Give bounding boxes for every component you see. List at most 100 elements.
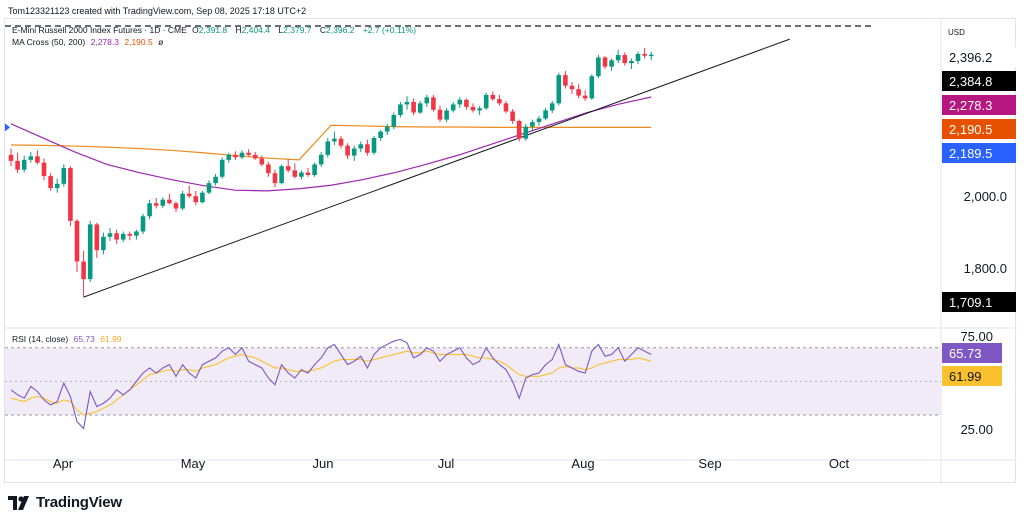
candle-body: [635, 53, 641, 61]
candle-body: [629, 61, 634, 64]
candle-body: [68, 167, 73, 221]
footer-brand: TradingView: [36, 494, 122, 511]
trendline: [83, 38, 790, 298]
candle-body: [411, 101, 416, 113]
x-tick-label: May: [181, 456, 206, 471]
candle-body: [536, 118, 542, 123]
candle-body: [516, 121, 522, 139]
rsi-tick-label: 75.00: [960, 329, 993, 344]
price-badge-label: 2,278.3: [949, 98, 992, 113]
candle-body: [200, 192, 205, 203]
candle-body: [444, 110, 449, 120]
candle-body: [378, 131, 383, 138]
price-badge: [942, 95, 1016, 115]
price-badge: [942, 47, 1016, 67]
candle-body: [351, 148, 357, 156]
candle-body: [365, 144, 370, 153]
candle-body: [642, 53, 647, 56]
chart-svg[interactable]: USD 2,000.0 1,800.0 2,396.2 2,384.8 2,278.3 2,…: [5, 19, 1017, 484]
ohlc-close: C2,396.2: [319, 25, 355, 35]
currency-label: USD: [948, 28, 965, 37]
candle-body: [160, 199, 166, 206]
candle-body: [332, 138, 337, 142]
ma50-value: 2,278.3: [90, 37, 119, 47]
ma-suffix: ø: [158, 37, 164, 47]
candle-body: [292, 170, 298, 177]
price-badge-label: 1,709.1: [949, 295, 992, 310]
candle-body: [556, 75, 562, 104]
candle-body: [107, 233, 113, 237]
candle-body: [134, 231, 139, 236]
candle-body: [549, 103, 555, 111]
rsi-badge: [942, 343, 1002, 363]
candle-body: [450, 104, 456, 111]
price-badge-label: 2,190.5: [949, 122, 992, 137]
candle-body: [431, 97, 436, 110]
rsi-line: [10, 338, 652, 430]
ma-label: MA Cross (50, 200): [12, 37, 86, 47]
candle-body: [48, 176, 53, 189]
candle-body: [213, 176, 218, 184]
x-tick-label: Jul: [438, 456, 455, 471]
candle-body: [299, 172, 304, 177]
candle-body: [239, 152, 245, 158]
candle-body: [81, 261, 86, 280]
price-tick-label: 1,800.0: [964, 261, 1007, 276]
rsi-badge: [942, 366, 1002, 386]
candle-body: [404, 101, 410, 105]
candle-body: [424, 97, 430, 104]
candle-body: [338, 138, 344, 146]
candle-body: [266, 164, 271, 174]
candle-body: [490, 94, 496, 100]
candle-body: [252, 154, 258, 159]
candle-body: [41, 162, 47, 177]
candle-body: [596, 57, 601, 77]
chart-frame: USD 2,000.0 1,800.0 2,396.2 2,384.8 2,278.3 2,…: [4, 18, 1017, 484]
candle-body: [167, 199, 172, 204]
candle-body: [285, 166, 291, 171]
ohlc-open: O2,391.8: [192, 25, 228, 35]
x-tick-label: Aug: [571, 456, 594, 471]
candle-body: [457, 99, 463, 105]
price-badge: [942, 292, 1016, 312]
ohlc-high: H2,404.4: [235, 25, 271, 35]
ma50-line: [10, 96, 652, 192]
x-tick-label: Jun: [313, 456, 334, 471]
candle-body: [101, 236, 106, 251]
ma200-value: 2,190.5: [124, 37, 153, 47]
price-change: +2.7 (+0.11%): [362, 25, 417, 35]
price-badge-label: 2,384.8: [949, 74, 992, 89]
candle-body: [371, 137, 377, 153]
candle-body: [569, 85, 575, 90]
candle-body: [543, 110, 548, 119]
price-tick-label: 2,000.0: [964, 189, 1007, 204]
candle-body: [35, 156, 40, 163]
candle-body: [609, 60, 614, 67]
price-badge: [942, 119, 1016, 139]
candle-body: [615, 55, 621, 61]
candle-body: [74, 220, 80, 262]
candle-body: [497, 99, 502, 104]
candle-body: [391, 115, 397, 127]
candle-body: [589, 76, 595, 99]
candle-body: [94, 224, 100, 251]
candle-body: [576, 89, 581, 96]
rsi-ma-line: [10, 350, 652, 416]
price-badge: [942, 71, 1016, 91]
price-badge-label: 2,396.2: [949, 50, 992, 65]
rsi-ma-value: 61.99: [100, 334, 122, 344]
candle-body: [648, 54, 654, 57]
candle-body: [345, 145, 350, 156]
candle-body: [358, 144, 364, 149]
candle-body: [417, 103, 423, 113]
candle-body: [398, 104, 403, 115]
candle-body: [21, 159, 27, 170]
candle-body: [206, 183, 212, 193]
candle-body: [272, 173, 278, 184]
x-tick-label: Oct: [829, 456, 850, 471]
chart-credit: Tom123321123 created with TradingView.co…: [8, 6, 307, 16]
candle-body: [180, 193, 185, 209]
candle-body: [523, 126, 529, 139]
tradingview-logo-icon: [8, 495, 29, 510]
candle-body: [153, 203, 159, 206]
